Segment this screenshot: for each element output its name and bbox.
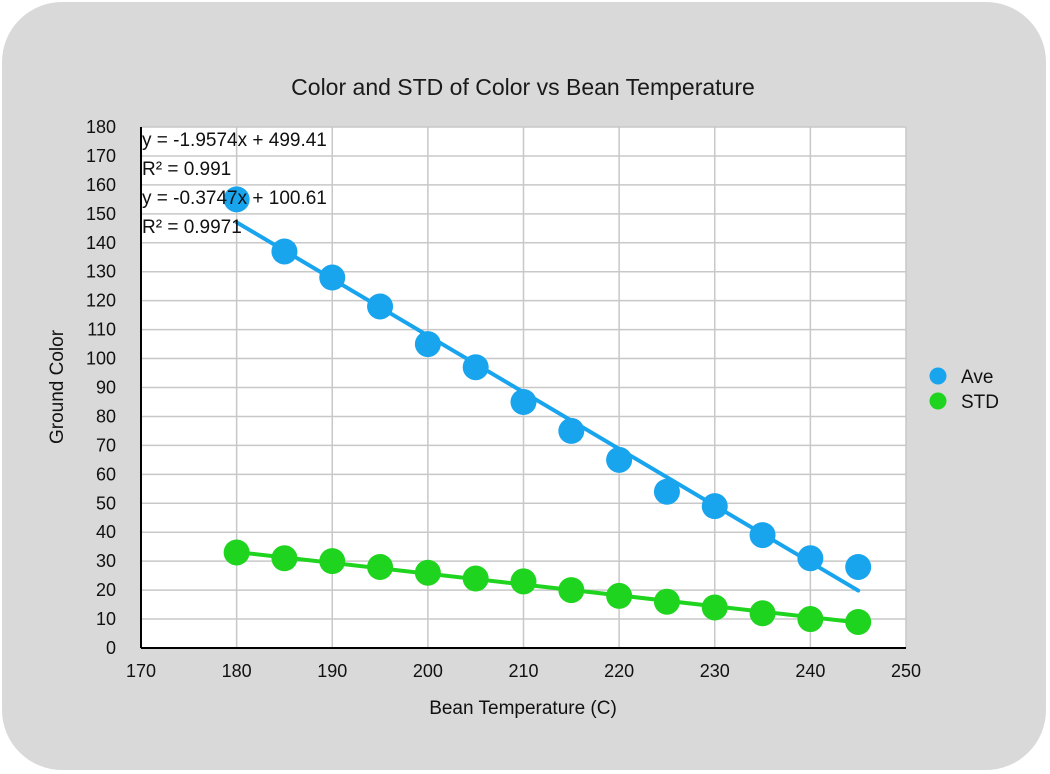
point-std (367, 553, 394, 580)
x-tick-label: 190 (317, 661, 347, 681)
point-std (845, 608, 872, 635)
point-std (653, 588, 680, 615)
y-tick-label: 100 (86, 349, 116, 369)
point-ave (319, 264, 346, 291)
equation-label: R² = 0.9971 (142, 217, 242, 238)
y-tick-label: 50 (96, 493, 116, 513)
y-tick-label: 90 (96, 378, 116, 398)
point-std (414, 559, 441, 586)
legend: Ave STD (929, 367, 999, 413)
y-tick-label: 30 (96, 551, 116, 571)
y-tick-label: 120 (86, 291, 116, 311)
y-tick-label: 40 (96, 522, 116, 542)
point-ave (367, 293, 394, 320)
point-ave (223, 186, 250, 213)
x-tick-label: 220 (604, 661, 634, 681)
y-tick-label: 150 (86, 204, 116, 224)
y-tick-label: 160 (86, 175, 116, 195)
y-tick-label: 20 (96, 580, 116, 600)
x-tick-label: 170 (126, 661, 156, 681)
point-std (606, 582, 633, 609)
x-tick-label: 250 (891, 661, 921, 681)
data-points (223, 186, 872, 635)
legend-marker-ave (929, 367, 947, 385)
point-std (797, 606, 824, 633)
y-axis-label: Ground Color (47, 329, 68, 444)
point-ave (271, 238, 298, 265)
point-std (558, 577, 585, 604)
y-tick-label: 0 (106, 638, 116, 658)
point-ave (510, 388, 537, 415)
x-tick-label: 180 (222, 661, 252, 681)
y-tick-label: 110 (87, 320, 116, 340)
y-tick-label: 60 (96, 464, 116, 484)
trendline-equations: y = -1.9574x + 499.41 R² = 0.991 y = -0.37… (142, 130, 327, 238)
x-tick-label: 230 (700, 661, 730, 681)
x-tick-label: 210 (508, 661, 538, 681)
equation-label: R² = 0.991 (142, 159, 231, 180)
point-ave (797, 545, 824, 572)
point-ave (462, 354, 489, 381)
y-tick-label: 70 (96, 435, 116, 455)
x-tick-label: 240 (795, 661, 825, 681)
point-std (701, 594, 728, 621)
point-ave (558, 417, 585, 444)
point-std (749, 600, 776, 627)
y-tick-label: 80 (96, 406, 116, 426)
point-ave (653, 478, 680, 505)
point-std (462, 565, 489, 592)
point-ave (845, 553, 872, 580)
equation-label: y = -1.9574x + 499.41 (142, 130, 327, 151)
y-tick-label: 170 (86, 146, 116, 166)
point-std (510, 568, 537, 595)
point-std (271, 545, 298, 572)
legend-label-ave: Ave (961, 367, 993, 388)
chart-title: Color and STD of Color vs Bean Temperatu… (291, 74, 755, 100)
point-ave (606, 446, 633, 473)
x-tick-label: 200 (413, 661, 443, 681)
y-tick-label: 10 (96, 609, 116, 629)
point-ave (701, 493, 728, 520)
point-ave (749, 522, 776, 549)
grid (140, 126, 907, 649)
x-axis-label: Bean Temperature (C) (429, 698, 617, 719)
point-ave (414, 331, 441, 358)
y-tick-label: 130 (86, 262, 116, 282)
y-tick-label: 180 (86, 117, 116, 137)
y-tick-label: 140 (86, 233, 116, 253)
tick-labels: 0 10 20 30 40 50 60 70 80 90 100 110 120 130 140 150 160… (86, 117, 921, 681)
legend-label-std: STD (961, 392, 999, 413)
point-std (319, 548, 346, 575)
point-std (223, 539, 250, 566)
axes (140, 127, 906, 649)
equation-label: y = -0.3747x + 100.61 (142, 188, 327, 209)
legend-marker-std (929, 392, 947, 410)
